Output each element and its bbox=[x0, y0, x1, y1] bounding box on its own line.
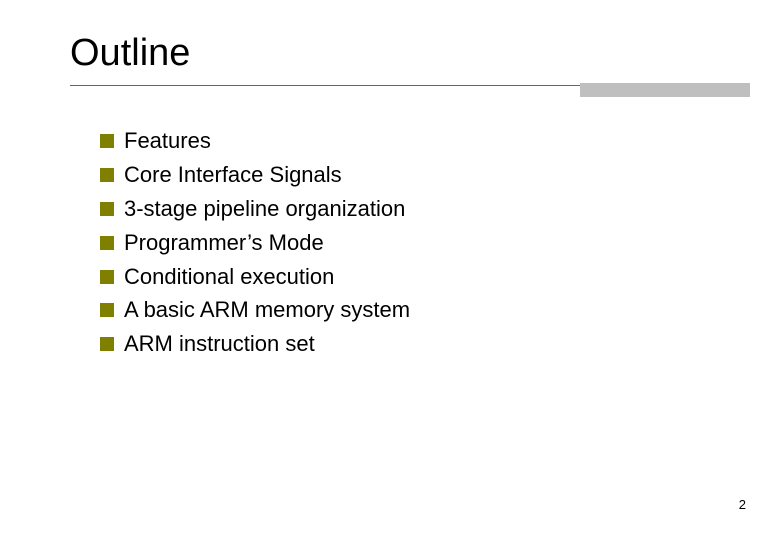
square-bullet-icon bbox=[100, 270, 114, 284]
slide-title: Outline bbox=[70, 32, 710, 75]
list-item: Conditional execution bbox=[100, 261, 710, 293]
square-bullet-icon bbox=[100, 303, 114, 317]
list-item-label: ARM instruction set bbox=[124, 328, 315, 360]
list-item-label: Core Interface Signals bbox=[124, 159, 342, 191]
list-item: Core Interface Signals bbox=[100, 159, 710, 191]
slide-container: Outline Features Core Interface Signals … bbox=[0, 0, 780, 540]
list-item: Features bbox=[100, 125, 710, 157]
square-bullet-icon bbox=[100, 202, 114, 216]
list-item: ARM instruction set bbox=[100, 328, 710, 360]
list-item-label: 3-stage pipeline organization bbox=[124, 193, 405, 225]
title-accent-bar bbox=[580, 83, 750, 97]
page-number: 2 bbox=[739, 497, 746, 512]
list-item: A basic ARM memory system bbox=[100, 294, 710, 326]
square-bullet-icon bbox=[100, 236, 114, 250]
title-rule-wrap bbox=[70, 85, 710, 105]
list-item: 3-stage pipeline organization bbox=[100, 193, 710, 225]
square-bullet-icon bbox=[100, 168, 114, 182]
bullet-list: Features Core Interface Signals 3-stage … bbox=[100, 125, 710, 360]
list-item-label: A basic ARM memory system bbox=[124, 294, 410, 326]
list-item-label: Features bbox=[124, 125, 211, 157]
list-item-label: Conditional execution bbox=[124, 261, 334, 293]
list-item-label: Programmer’s Mode bbox=[124, 227, 324, 259]
square-bullet-icon bbox=[100, 134, 114, 148]
square-bullet-icon bbox=[100, 337, 114, 351]
list-item: Programmer’s Mode bbox=[100, 227, 710, 259]
